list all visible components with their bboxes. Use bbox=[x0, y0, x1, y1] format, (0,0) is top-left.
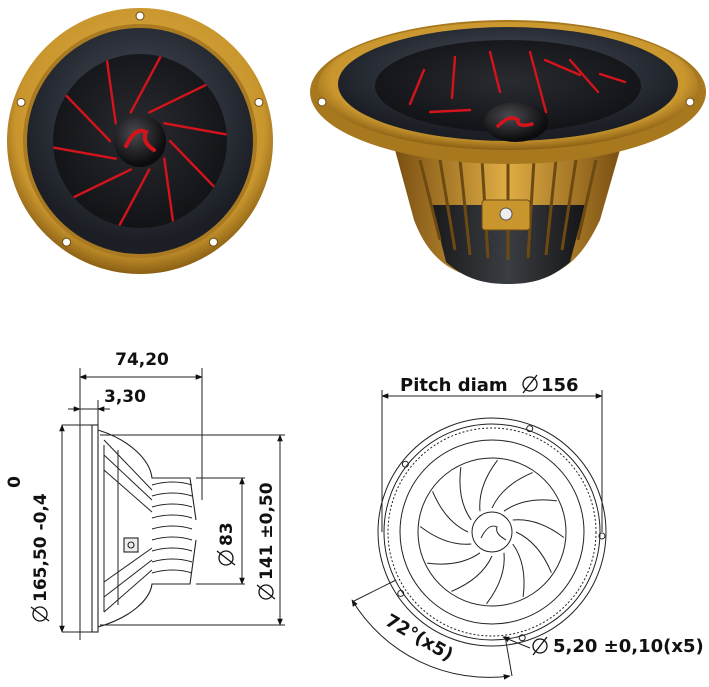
flange-thickness-label: 3,30 bbox=[104, 387, 146, 407]
mount-hole bbox=[62, 237, 72, 247]
mount-hole-outline bbox=[518, 634, 526, 642]
magnet-diameter-label: 83 bbox=[217, 522, 237, 546]
pitch-diameter-label-group: Pitch diam 156 bbox=[400, 374, 579, 396]
vane-outline bbox=[491, 472, 533, 509]
hole-size-label-group: 5,20 ±0,10(x5) bbox=[532, 636, 704, 657]
mount-hole bbox=[16, 97, 26, 107]
vane-line bbox=[73, 168, 132, 199]
overall-depth-label: 74,20 bbox=[115, 350, 169, 370]
mount-hole-outline bbox=[397, 589, 405, 597]
vane-line bbox=[163, 157, 175, 222]
magnet-fin bbox=[151, 536, 193, 541]
vane-line bbox=[168, 139, 215, 188]
magnet-fin bbox=[151, 547, 193, 552]
magnet-diameter-label-group: 83 bbox=[216, 522, 237, 566]
cutout-diameter-label-group: 141 ±0,50 bbox=[256, 482, 277, 600]
outer-diameter-label: 165,50 -0,4 bbox=[31, 493, 51, 602]
dimension-lines-side bbox=[59, 368, 285, 640]
cutout-diameter-label: 141 ±0,50 bbox=[257, 482, 277, 580]
vane-outline bbox=[503, 499, 557, 512]
vane-line bbox=[105, 60, 117, 125]
hole-size-label: 5,20 ±0,10(x5) bbox=[553, 636, 704, 657]
front-outline-drawing bbox=[377, 417, 607, 647]
pitch-diameter-label: Pitch diam bbox=[400, 375, 508, 396]
vane-line bbox=[65, 94, 112, 143]
speaker-side-photo bbox=[310, 20, 706, 284]
vane-outline bbox=[459, 467, 472, 521]
pitch-diameter-value: 156 bbox=[541, 375, 579, 396]
red-logo-dustcap bbox=[114, 115, 166, 167]
vane-outline bbox=[512, 543, 525, 597]
magnet-fin bbox=[151, 558, 193, 563]
magnet-fin bbox=[151, 503, 193, 508]
magnet-fin bbox=[151, 569, 193, 574]
vane-line bbox=[163, 122, 227, 136]
vane-outline bbox=[515, 531, 552, 573]
magnet-fin bbox=[151, 492, 193, 497]
mount-hole-outline bbox=[526, 425, 534, 433]
speaker-front-photo bbox=[7, 8, 273, 274]
outer-diameter-label-group: 165,50 -0,4 bbox=[30, 493, 51, 622]
vane-outline bbox=[432, 491, 469, 533]
vane-line bbox=[53, 146, 117, 160]
hole-angle-label: 72°(x5) bbox=[382, 610, 457, 666]
outer-diameter-tol-label: 0 bbox=[5, 476, 25, 488]
magnet-fin bbox=[151, 481, 193, 486]
vane-line bbox=[129, 56, 162, 114]
magnet-fin bbox=[151, 514, 193, 519]
vane-line bbox=[148, 83, 207, 114]
magnet-fin bbox=[151, 525, 193, 530]
vane-outline bbox=[512, 519, 565, 538]
vane-outline bbox=[427, 552, 481, 565]
vane-outline bbox=[419, 526, 472, 545]
mount-hole bbox=[208, 237, 218, 247]
mount-hole bbox=[135, 11, 145, 21]
vane-outline bbox=[479, 459, 498, 512]
dimension-lines-front bbox=[351, 390, 603, 680]
mount-hole-outline bbox=[401, 460, 409, 468]
mount-hole-outline bbox=[598, 532, 606, 540]
mount-hole bbox=[254, 97, 264, 107]
vane-outline bbox=[451, 555, 493, 592]
side-section-drawing bbox=[91, 424, 197, 633]
vane-line bbox=[118, 168, 151, 226]
